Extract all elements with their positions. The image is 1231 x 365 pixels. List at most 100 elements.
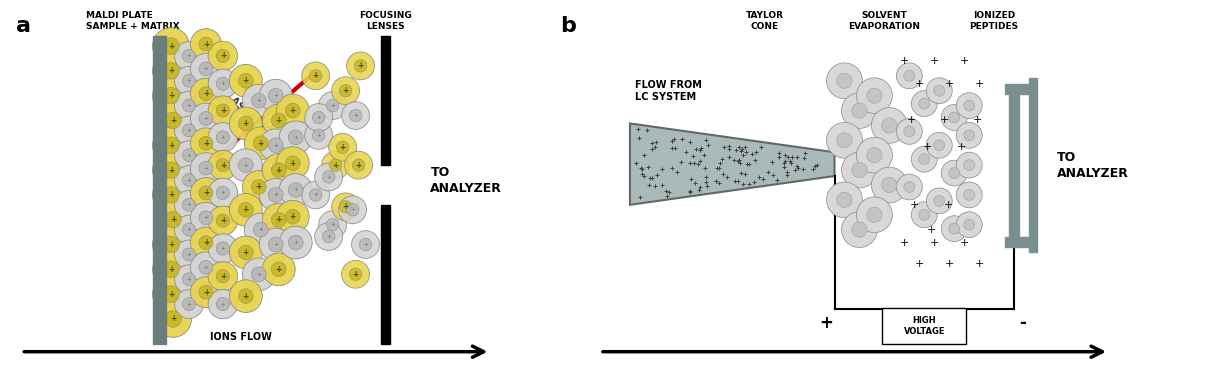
Ellipse shape [268,88,283,103]
Ellipse shape [191,177,222,208]
Ellipse shape [208,96,238,125]
Ellipse shape [162,261,180,278]
Text: MALDI PLATE
SAMPLE + MATRIX: MALDI PLATE SAMPLE + MATRIX [86,11,180,31]
Text: +: + [922,142,932,152]
Text: +: + [187,252,191,257]
Ellipse shape [319,92,347,119]
Ellipse shape [199,62,213,76]
Ellipse shape [182,50,196,62]
Ellipse shape [162,38,180,54]
Ellipse shape [175,215,203,244]
Text: +: + [289,106,295,115]
Ellipse shape [162,87,180,104]
Bar [380,36,389,165]
Ellipse shape [956,152,982,178]
Text: +: + [170,116,176,125]
Text: +: + [170,315,176,323]
Ellipse shape [162,62,180,79]
Ellipse shape [326,99,339,112]
Ellipse shape [842,152,878,188]
Ellipse shape [964,100,975,111]
Text: +: + [289,159,295,168]
Ellipse shape [239,158,254,173]
Text: +: + [220,135,225,140]
Text: +: + [167,166,174,174]
Bar [153,36,166,344]
Text: +: + [187,53,191,58]
Ellipse shape [288,130,303,145]
Ellipse shape [276,94,309,127]
Ellipse shape [276,200,309,233]
Text: +: + [276,215,282,224]
Ellipse shape [942,105,968,130]
Text: +: + [900,238,908,247]
Ellipse shape [199,37,213,51]
Text: +: + [293,135,298,140]
Text: +: + [203,89,209,98]
Text: +: + [273,242,278,247]
Text: +: + [959,238,969,247]
Ellipse shape [262,203,295,236]
Text: +: + [203,288,209,297]
Ellipse shape [239,289,254,303]
Ellipse shape [964,130,975,141]
Text: +: + [289,212,295,221]
Text: TO
ANALYZER: TO ANALYZER [431,165,502,195]
Text: +: + [356,161,362,170]
Ellipse shape [918,98,929,109]
Text: +: + [915,79,924,89]
Text: +: + [203,66,208,72]
Ellipse shape [288,235,303,250]
Text: +: + [220,301,225,307]
Text: +: + [276,265,282,274]
Ellipse shape [286,103,300,118]
Ellipse shape [942,160,968,186]
Ellipse shape [352,159,364,172]
Ellipse shape [867,207,883,222]
Ellipse shape [229,193,262,226]
Text: +: + [330,103,335,108]
Text: +: + [187,177,191,182]
Text: FOCUSING
LENSES: FOCUSING LENSES [359,11,412,31]
Ellipse shape [199,211,213,224]
Ellipse shape [837,133,852,148]
Ellipse shape [271,113,286,128]
Text: +: + [820,314,833,332]
Text: +: + [203,39,209,49]
Ellipse shape [217,270,229,283]
Ellipse shape [153,28,190,64]
Text: +: + [220,106,227,115]
Ellipse shape [155,301,192,337]
Text: +: + [187,227,191,232]
Ellipse shape [271,163,286,177]
Ellipse shape [268,237,283,252]
Ellipse shape [852,222,867,237]
Ellipse shape [262,154,295,187]
Text: +: + [910,200,920,210]
Text: +: + [276,166,282,174]
Ellipse shape [217,104,229,117]
Ellipse shape [262,104,295,137]
Text: +: + [243,292,249,301]
Ellipse shape [175,66,203,95]
Text: +: + [220,191,225,195]
Ellipse shape [217,297,229,311]
Ellipse shape [852,162,867,178]
Ellipse shape [175,42,203,70]
Ellipse shape [175,166,203,195]
Text: +: + [220,161,227,170]
Ellipse shape [323,171,335,183]
Bar [1009,86,1019,245]
Ellipse shape [254,136,268,151]
Ellipse shape [239,245,254,260]
Ellipse shape [842,93,878,128]
Ellipse shape [331,77,359,105]
Ellipse shape [345,151,373,179]
Ellipse shape [346,204,359,216]
Text: +: + [203,265,208,270]
Text: +: + [167,265,174,274]
Text: +: + [293,240,298,245]
Ellipse shape [350,109,362,122]
Ellipse shape [153,226,190,263]
Ellipse shape [208,41,238,71]
